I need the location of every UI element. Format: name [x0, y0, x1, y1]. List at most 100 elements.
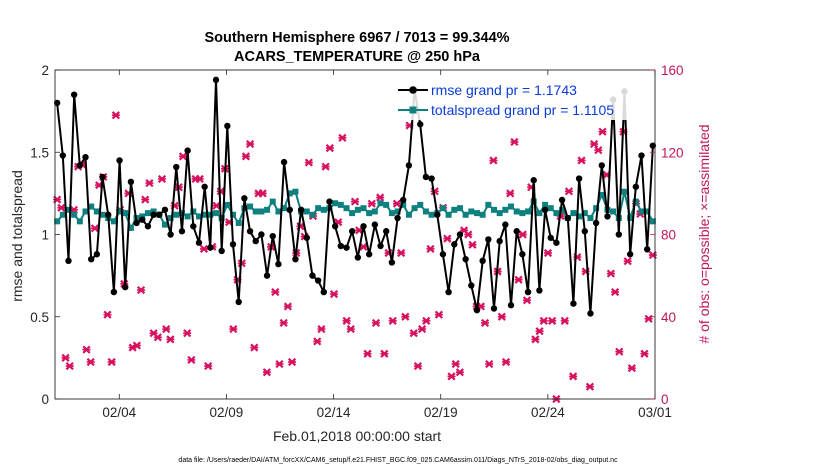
- rmse-point: [365, 251, 373, 258]
- obs-assimilated-marker: [594, 146, 603, 155]
- y-left-tick-label: 0: [41, 392, 49, 407]
- rmse-point: [553, 239, 560, 246]
- rmse-point: [371, 221, 379, 228]
- totalspread-point: [343, 205, 350, 212]
- totalspread-point: [587, 215, 594, 222]
- totalspread-point: [496, 210, 503, 217]
- obs-assimilated-marker: [111, 111, 120, 120]
- rmse-point: [127, 178, 135, 186]
- rmse-point: [445, 288, 452, 296]
- rmse-point: [275, 260, 282, 268]
- y-axis-right: 0 40 80 120 160: [650, 63, 684, 407]
- y-left-tick-label: 1.5: [30, 145, 49, 160]
- rmse-point: [314, 277, 322, 284]
- totalspread-point: [59, 211, 66, 218]
- totalspread-point: [54, 218, 61, 225]
- rmse-point: [286, 206, 293, 214]
- obs-assimilated-marker: [443, 234, 452, 243]
- totalspread-point: [354, 206, 361, 213]
- totalspread-point: [508, 203, 515, 210]
- rmse-point: [348, 228, 356, 235]
- totalspread-point: [473, 210, 480, 217]
- rmse-point: [303, 234, 310, 241]
- obs-assimilated-marker: [246, 139, 255, 149]
- x-tick-label: 02/14: [317, 405, 351, 420]
- obs-assimilated-marker: [506, 189, 515, 198]
- rmse-point: [496, 237, 503, 245]
- obs-assimilated-marker: [464, 230, 473, 239]
- totalspread-point: [570, 210, 577, 217]
- x-tick-label: 02/19: [424, 405, 458, 420]
- totalspread-point: [269, 198, 276, 205]
- obs-assimilated-marker: [325, 144, 334, 153]
- totalspread-point: [638, 208, 645, 215]
- totalspread-point: [502, 206, 509, 213]
- line-series-layer: [53, 76, 657, 317]
- rmse-point: [133, 219, 140, 227]
- obs-assimilated-marker: [623, 257, 632, 266]
- obs-assimilated-marker: [187, 355, 196, 365]
- x-tick-label: 02/04: [102, 405, 136, 420]
- obs-assimilated-marker: [539, 316, 548, 325]
- rmse-point: [235, 298, 242, 306]
- rmse-point: [643, 246, 651, 253]
- totalspread-point: [230, 211, 237, 218]
- obs-assimilated-marker: [258, 189, 267, 198]
- rmse-point: [343, 244, 350, 251]
- obs-assimilated-marker: [313, 337, 322, 346]
- rmse-point: [269, 232, 276, 240]
- y-right-tick-label: 0: [661, 392, 669, 407]
- obs-assimilated-marker: [564, 187, 574, 196]
- obs-assimilated-marker: [409, 329, 418, 338]
- x-tick-label: 03/01: [638, 405, 672, 420]
- rmse-point: [309, 272, 316, 279]
- obs-assimilated-marker: [401, 312, 410, 321]
- obs-assimilated-marker: [497, 312, 506, 321]
- totalspread-point: [116, 208, 123, 215]
- obs-assimilated-marker: [65, 362, 74, 371]
- rmse-point: [116, 157, 123, 164]
- totalspread-point: [286, 190, 293, 197]
- obs-assimilated-marker: [380, 349, 389, 358]
- totalspread-point: [627, 215, 634, 222]
- rmse-point: [428, 175, 435, 182]
- totalspread-point: [559, 206, 566, 213]
- rmse-point: [575, 175, 583, 182]
- totalspread-point: [144, 210, 151, 217]
- rmse-point: [632, 183, 640, 190]
- totalspread-point: [462, 211, 469, 218]
- obs-assimilated-marker: [287, 357, 297, 367]
- rmse-point: [212, 76, 220, 84]
- totalspread-point: [201, 211, 208, 218]
- rmse-point: [439, 251, 447, 258]
- obs-assimilated-marker: [577, 156, 586, 165]
- rmse-point: [485, 236, 492, 243]
- rmse-point: [65, 257, 72, 265]
- totalspread-point: [349, 210, 356, 217]
- rmse-point: [462, 255, 469, 263]
- totalspread-point: [178, 210, 185, 217]
- rmse-point: [161, 206, 169, 214]
- totalspread-point: [388, 210, 395, 217]
- obs-assimilated-marker: [90, 224, 99, 233]
- obs-assimilated-marker: [569, 372, 578, 381]
- rmse-point: [592, 219, 600, 227]
- obs-assimilated-marker: [598, 127, 607, 136]
- totalspread-point: [485, 201, 492, 208]
- legend-spread-marker: [409, 106, 417, 114]
- obs-assimilated-marker: [107, 357, 116, 367]
- totalspread-point: [65, 206, 72, 213]
- obs-assimilated-marker: [560, 316, 569, 325]
- rmse-point: [394, 214, 401, 222]
- totalspread-point: [644, 208, 651, 215]
- obs-assimilated-marker: [338, 133, 347, 142]
- obs-assimilated-marker: [585, 382, 595, 391]
- obs-assimilated-marker: [283, 302, 292, 311]
- totalspread-point: [649, 218, 656, 225]
- totalspread-point: [400, 201, 407, 208]
- obs-assimilated-marker: [535, 327, 544, 336]
- totalspread-point: [547, 205, 554, 212]
- obs-assimilated-marker: [388, 316, 397, 325]
- rmse-point: [280, 158, 288, 166]
- legend: rmse grand pr = 1.1743 totalspread grand…: [396, 80, 648, 120]
